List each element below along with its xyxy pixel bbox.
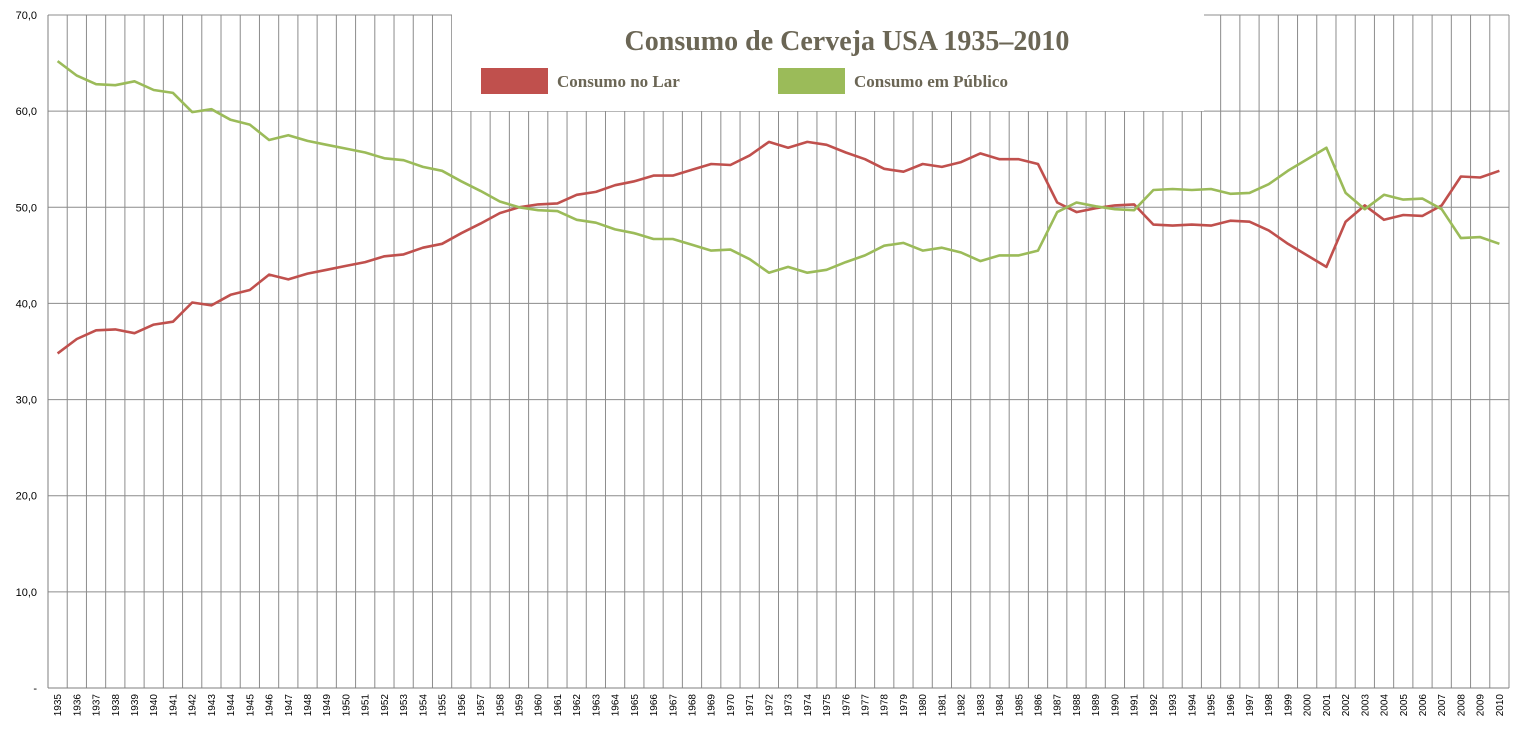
x-tick-label: 1995	[1207, 694, 1218, 717]
x-tick-label: 1981	[937, 694, 948, 717]
x-tick-label: 1983	[976, 694, 987, 717]
x-tick-label: 1993	[1168, 694, 1179, 717]
x-tick-label: 1948	[303, 694, 314, 717]
x-tick-label: 1977	[861, 694, 872, 717]
x-tick-label: 1941	[168, 694, 179, 717]
x-tick-label: 1954	[418, 694, 429, 717]
x-tick-label: 2004	[1380, 694, 1391, 717]
legend-label-1: Consumo no Lar	[557, 72, 680, 91]
y-tick-label: 30,0	[16, 395, 37, 407]
x-tick-label: 1940	[149, 694, 160, 717]
x-tick-label: 1996	[1226, 694, 1237, 717]
x-tick-label: 1971	[745, 694, 756, 717]
x-tick-label: 1945	[245, 694, 256, 717]
x-tick-label: 1972	[764, 694, 775, 717]
x-tick-label: 1991	[1130, 694, 1141, 717]
x-tick-label: 1986	[1034, 694, 1045, 717]
x-tick-label: 1959	[514, 694, 525, 717]
x-tick-label: 1960	[534, 694, 545, 717]
x-tick-label: 1944	[226, 694, 237, 717]
y-tick-label: 40,0	[16, 298, 37, 310]
title-legend-box	[452, 14, 1204, 111]
y-tick-label: 20,0	[16, 491, 37, 503]
y-tick-label: 10,0	[16, 587, 37, 599]
x-tick-label: 1961	[553, 694, 564, 717]
x-tick-label: 1937	[92, 694, 103, 717]
x-tick-label: 1951	[361, 694, 372, 717]
x-tick-label: 1978	[880, 694, 891, 717]
x-tick-label: 1976	[841, 694, 852, 717]
x-tick-label: 1985	[1014, 694, 1025, 717]
x-tick-label: 1936	[72, 694, 83, 717]
x-tick-label: 1962	[572, 694, 583, 717]
x-tick-label: 1938	[111, 694, 122, 717]
series-line-1	[56, 140, 1500, 355]
x-tick-label: 1958	[495, 694, 506, 717]
x-tick-label: 2000	[1303, 694, 1314, 717]
vertical-gridlines	[47, 15, 1510, 688]
x-tick-label: 1999	[1283, 694, 1294, 717]
series-lines	[56, 60, 1500, 355]
x-tick-label: 1966	[649, 694, 660, 717]
x-tick-label: 1953	[399, 694, 410, 717]
x-tick-label: 1989	[1091, 694, 1102, 717]
x-tick-label: 1974	[803, 694, 814, 717]
x-tick-label: 1998	[1264, 694, 1275, 717]
x-tick-label: 1956	[457, 694, 468, 717]
x-tick-label: 1992	[1149, 694, 1160, 717]
x-tick-label: 1935	[53, 694, 64, 717]
chart-title: Consumo de Cerveja USA 1935–2010	[625, 26, 1070, 57]
legend-swatch-2	[778, 68, 845, 94]
x-tick-label: 1990	[1110, 694, 1121, 717]
y-tick-label: 70,0	[16, 10, 37, 22]
x-tick-label: 1968	[687, 694, 698, 717]
x-tick-label: 2006	[1418, 694, 1429, 717]
x-tick-label: 1947	[284, 694, 295, 717]
x-tick-label: 2005	[1399, 694, 1410, 717]
x-tick-label: 1957	[476, 694, 487, 717]
x-tick-label: 2009	[1476, 694, 1487, 717]
x-tick-label: 1963	[591, 694, 602, 717]
legend-label-2: Consumo em Público	[854, 72, 1008, 91]
x-tick-labels: 1935 1936 1937 1938 1939 1940 1941 1942 1943 1944…	[53, 694, 1506, 717]
x-tick-label: 1970	[726, 694, 737, 717]
x-tick-label: 2003	[1360, 694, 1371, 717]
x-tick-label: 1979	[899, 694, 910, 717]
x-tick-label: 1939	[130, 694, 141, 717]
x-tick-label: 1973	[784, 694, 795, 717]
x-tick-label: 1969	[707, 694, 718, 717]
y-tick-label: 60,0	[16, 106, 37, 118]
x-tick-label: 2001	[1322, 694, 1333, 717]
x-tick-label: 1949	[322, 694, 333, 717]
x-tick-label: 2008	[1456, 694, 1467, 717]
x-tick-label: 1952	[380, 694, 391, 717]
x-tick-label: 1965	[630, 694, 641, 717]
legend: Consumo no Lar Consumo em Público	[481, 68, 1008, 94]
legend-swatch-1	[481, 68, 548, 94]
x-tick-label: 1950	[341, 694, 352, 717]
x-tick-label: 1942	[188, 694, 199, 717]
y-tick-label: 50,0	[16, 202, 37, 214]
x-tick-label: 1982	[957, 694, 968, 717]
series-line-2	[56, 60, 1500, 275]
x-tick-label: 1946	[265, 694, 276, 717]
x-tick-label: 1994	[1187, 694, 1198, 717]
x-tick-label: 2010	[1495, 694, 1506, 717]
x-tick-label: 1964	[611, 694, 622, 717]
x-tick-label: 1980	[918, 694, 929, 717]
x-tick-label: 1955	[438, 694, 449, 717]
x-tick-label: 1975	[822, 694, 833, 717]
x-tick-label: 1988	[1072, 694, 1083, 717]
x-tick-label: 1997	[1245, 694, 1256, 717]
x-tick-label: 1943	[207, 694, 218, 717]
x-tick-label: 2007	[1437, 694, 1448, 717]
x-tick-label: 1967	[668, 694, 679, 717]
y-tick-labels: - 10,0 20,0 30,0 40,0 50,0 60,0 70,0	[16, 10, 38, 695]
y-tick-label: -	[33, 683, 37, 695]
x-tick-label: 1984	[995, 694, 1006, 717]
x-tick-label: 1987	[1053, 694, 1064, 717]
axes	[47, 15, 1509, 689]
x-tick-label: 2002	[1341, 694, 1352, 717]
